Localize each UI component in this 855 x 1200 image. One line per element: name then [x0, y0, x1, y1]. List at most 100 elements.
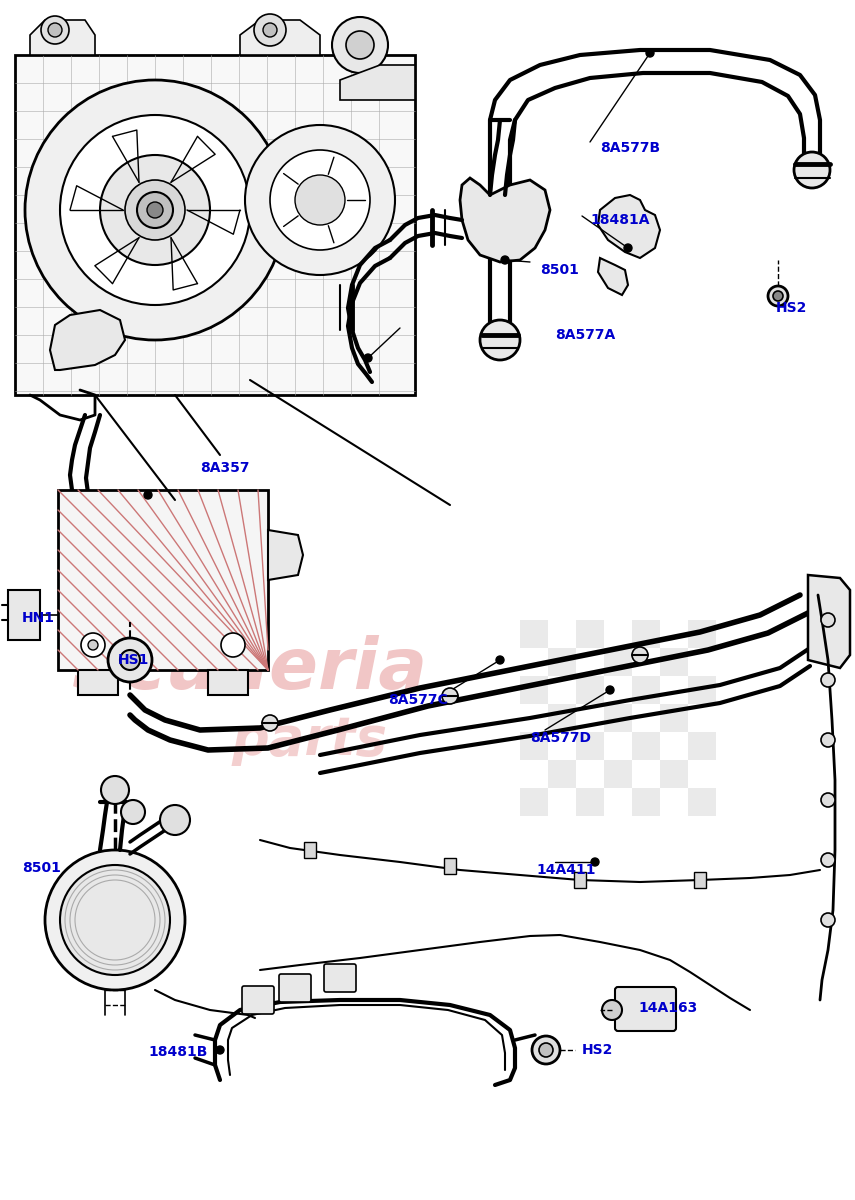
- Polygon shape: [240, 20, 320, 55]
- Bar: [688, 732, 716, 760]
- Bar: [58, 490, 268, 670]
- Circle shape: [81, 634, 105, 658]
- Text: HS2: HS2: [582, 1043, 613, 1057]
- Circle shape: [346, 31, 374, 59]
- Text: 8A577A: 8A577A: [555, 328, 616, 342]
- Circle shape: [120, 650, 140, 670]
- Circle shape: [101, 776, 129, 804]
- Text: 8A577B: 8A577B: [600, 140, 660, 155]
- Circle shape: [632, 647, 648, 662]
- Circle shape: [216, 1046, 224, 1054]
- Circle shape: [646, 49, 654, 56]
- Text: HN1: HN1: [22, 611, 55, 625]
- Bar: [15, 55, 415, 395]
- Circle shape: [270, 150, 370, 250]
- Bar: [576, 732, 604, 760]
- Bar: [688, 620, 716, 648]
- FancyBboxPatch shape: [324, 964, 356, 992]
- Text: 8A577D: 8A577D: [530, 731, 591, 745]
- Bar: [520, 620, 548, 648]
- Text: 18481A: 18481A: [590, 214, 650, 227]
- Circle shape: [480, 320, 520, 360]
- Text: Scuderia: Scuderia: [72, 636, 428, 704]
- Bar: [548, 648, 576, 676]
- Bar: [574, 872, 586, 888]
- Bar: [604, 648, 632, 676]
- Circle shape: [442, 688, 458, 704]
- Circle shape: [295, 175, 345, 226]
- Text: 8A577C: 8A577C: [388, 692, 448, 707]
- Polygon shape: [808, 575, 850, 668]
- Circle shape: [25, 80, 285, 340]
- Circle shape: [88, 640, 98, 650]
- Circle shape: [137, 192, 173, 228]
- Polygon shape: [460, 178, 550, 262]
- Bar: [444, 858, 456, 874]
- Bar: [304, 842, 316, 858]
- Circle shape: [532, 1036, 560, 1064]
- Circle shape: [125, 180, 185, 240]
- Circle shape: [501, 256, 509, 264]
- Bar: [688, 676, 716, 704]
- Circle shape: [606, 686, 614, 694]
- Bar: [688, 788, 716, 816]
- Bar: [604, 760, 632, 788]
- Circle shape: [364, 354, 372, 362]
- Circle shape: [221, 634, 245, 658]
- Circle shape: [794, 152, 830, 188]
- Circle shape: [254, 14, 286, 46]
- Text: 8A357: 8A357: [200, 461, 250, 475]
- Polygon shape: [598, 258, 628, 295]
- Circle shape: [821, 793, 835, 806]
- Bar: [576, 620, 604, 648]
- Circle shape: [496, 656, 504, 664]
- Circle shape: [263, 23, 277, 37]
- Bar: [576, 676, 604, 704]
- Bar: [520, 676, 548, 704]
- Bar: [548, 704, 576, 732]
- Bar: [632, 788, 660, 816]
- Circle shape: [821, 913, 835, 926]
- Bar: [520, 732, 548, 760]
- Text: parts: parts: [232, 714, 388, 766]
- Bar: [604, 704, 632, 732]
- Text: HS2: HS2: [776, 301, 807, 314]
- Circle shape: [821, 733, 835, 746]
- Circle shape: [41, 16, 69, 44]
- Bar: [694, 872, 706, 888]
- Bar: [520, 788, 548, 816]
- Circle shape: [821, 613, 835, 626]
- Bar: [576, 788, 604, 816]
- Circle shape: [160, 805, 190, 835]
- FancyBboxPatch shape: [279, 974, 311, 1002]
- Polygon shape: [598, 194, 660, 258]
- FancyBboxPatch shape: [615, 986, 676, 1031]
- Circle shape: [121, 800, 145, 824]
- Text: 18481B: 18481B: [148, 1045, 208, 1058]
- Text: HS1: HS1: [118, 653, 150, 667]
- Circle shape: [602, 1000, 622, 1020]
- Circle shape: [821, 673, 835, 686]
- Circle shape: [100, 155, 210, 265]
- Text: 14A411: 14A411: [536, 863, 595, 877]
- Circle shape: [108, 638, 152, 682]
- Bar: [632, 732, 660, 760]
- Circle shape: [768, 286, 788, 306]
- Bar: [8, 590, 40, 640]
- Circle shape: [262, 715, 278, 731]
- Circle shape: [48, 23, 62, 37]
- Bar: [632, 620, 660, 648]
- Text: 14A163: 14A163: [638, 1001, 697, 1015]
- Circle shape: [45, 850, 185, 990]
- Bar: [660, 760, 688, 788]
- Circle shape: [821, 853, 835, 866]
- Polygon shape: [268, 530, 303, 580]
- Circle shape: [332, 17, 388, 73]
- Circle shape: [624, 244, 632, 252]
- Circle shape: [147, 202, 163, 218]
- Circle shape: [60, 865, 170, 974]
- Polygon shape: [78, 670, 118, 695]
- Circle shape: [591, 858, 599, 866]
- Polygon shape: [340, 65, 415, 100]
- Bar: [548, 760, 576, 788]
